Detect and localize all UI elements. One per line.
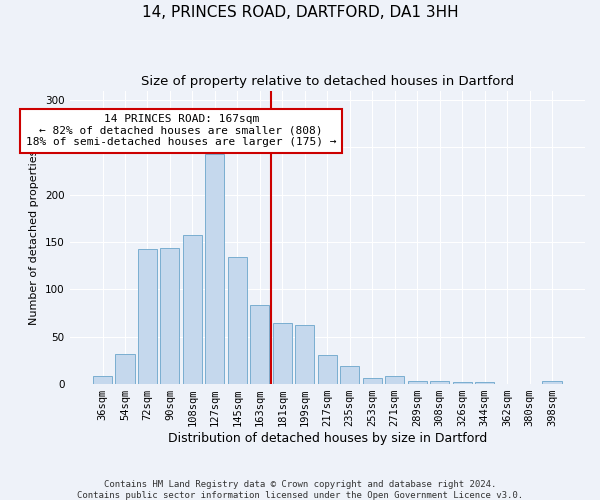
Bar (295, 326, 314, 384)
Bar (452, 382, 472, 384)
Bar (160, 248, 179, 384)
X-axis label: Distribution of detached houses by size in Dartford: Distribution of detached houses by size … (167, 432, 487, 445)
Bar (93, 376, 112, 384)
Y-axis label: Number of detached properties: Number of detached properties (29, 150, 40, 325)
Bar (407, 381, 427, 384)
Bar (273, 322, 292, 384)
Bar (250, 306, 269, 384)
Bar (542, 381, 562, 384)
Bar (475, 382, 494, 384)
Bar (340, 366, 359, 384)
Bar (205, 154, 224, 384)
Bar (138, 248, 157, 384)
Text: 14 PRINCES ROAD: 167sqm
← 82% of detached houses are smaller (808)
18% of semi-d: 14 PRINCES ROAD: 167sqm ← 82% of detache… (26, 114, 337, 148)
Bar (115, 354, 134, 384)
Bar (385, 376, 404, 384)
Text: Contains HM Land Registry data © Crown copyright and database right 2024.
Contai: Contains HM Land Registry data © Crown c… (77, 480, 523, 500)
Text: 14, PRINCES ROAD, DARTFORD, DA1 3HH: 14, PRINCES ROAD, DARTFORD, DA1 3HH (142, 5, 458, 20)
Bar (362, 378, 382, 384)
Bar (228, 257, 247, 384)
Bar (318, 354, 337, 384)
Bar (430, 381, 449, 384)
Title: Size of property relative to detached houses in Dartford: Size of property relative to detached ho… (141, 75, 514, 88)
Bar (183, 236, 202, 384)
